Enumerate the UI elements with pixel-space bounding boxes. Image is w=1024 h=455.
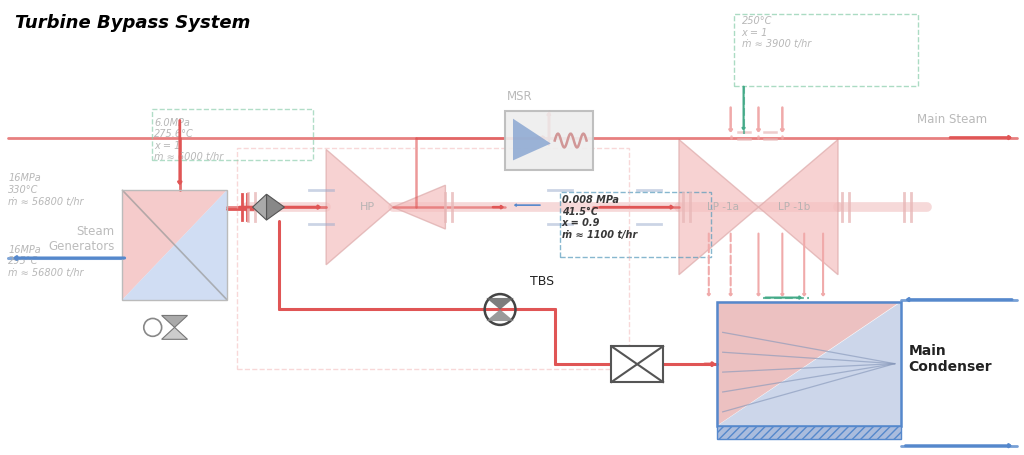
Polygon shape: [486, 309, 514, 321]
Text: MSR: MSR: [507, 90, 532, 103]
Text: Steam
Generators: Steam Generators: [48, 225, 115, 253]
Polygon shape: [717, 302, 901, 426]
Polygon shape: [679, 140, 759, 275]
Text: 16MPa
330°C
ṁ ≈ 56800 t/hr: 16MPa 330°C ṁ ≈ 56800 t/hr: [8, 173, 84, 207]
Bar: [560, 192, 711, 257]
Polygon shape: [759, 140, 838, 275]
Text: HP: HP: [360, 202, 376, 212]
Bar: [717, 426, 901, 439]
Polygon shape: [253, 194, 266, 220]
Text: 16MPa
295°C
ṁ ≈ 56800 t/hr: 16MPa 295°C ṁ ≈ 56800 t/hr: [8, 245, 84, 278]
Text: Main Steam: Main Steam: [918, 113, 987, 126]
Bar: [717, 302, 901, 426]
Polygon shape: [513, 119, 551, 161]
Polygon shape: [393, 185, 445, 229]
Text: Turbine Bypass System: Turbine Bypass System: [15, 14, 251, 32]
Polygon shape: [123, 190, 226, 299]
Text: 250°C
x = 1
ṁ ≈ 3900 t/hr: 250°C x = 1 ṁ ≈ 3900 t/hr: [741, 16, 811, 50]
Polygon shape: [717, 302, 901, 426]
Text: LP -1a: LP -1a: [707, 202, 738, 212]
Text: TBS: TBS: [529, 275, 554, 288]
Bar: [237, 148, 630, 369]
Bar: [505, 111, 593, 170]
Text: 6.0MPa
275.6°C
x = 1
ṁ ≈ 6000 t/hr: 6.0MPa 275.6°C x = 1 ṁ ≈ 6000 t/hr: [155, 118, 223, 162]
Bar: [733, 14, 918, 86]
Polygon shape: [162, 328, 187, 339]
Polygon shape: [326, 150, 393, 265]
Text: Main
Condenser: Main Condenser: [908, 344, 992, 374]
Polygon shape: [162, 315, 187, 328]
Text: 0.008 MPa
41.5°C
x = 0.9
ṁ ≈ 1100 t/hr: 0.008 MPa 41.5°C x = 0.9 ṁ ≈ 1100 t/hr: [562, 195, 637, 240]
Polygon shape: [486, 298, 514, 309]
Bar: [123, 190, 226, 299]
Polygon shape: [123, 190, 226, 299]
Text: LP -1b: LP -1b: [778, 202, 810, 212]
Polygon shape: [266, 194, 285, 220]
Bar: [153, 109, 313, 161]
Bar: [611, 346, 664, 382]
